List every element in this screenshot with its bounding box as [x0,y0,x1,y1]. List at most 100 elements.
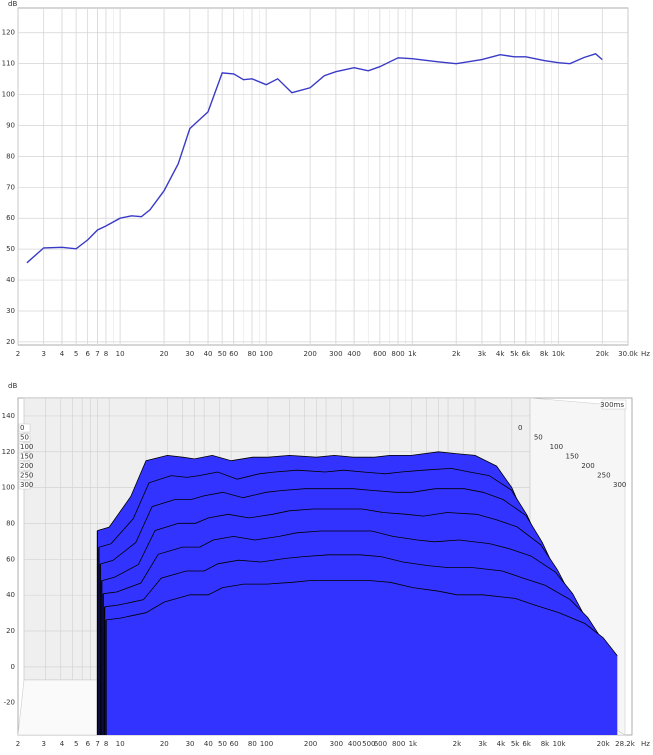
x-tick-label: 3k [478,350,487,358]
x-tick-label: 300 [330,740,343,748]
y-axis-label: dB [8,382,17,390]
slice-fill [106,580,618,735]
y-tick-label: 120 [2,448,15,456]
y-tick-label: 90 [6,121,15,129]
x-tick-label: 600 [373,350,386,358]
z-tick-box [18,452,31,461]
x-tick-label: 3 [41,350,45,358]
x-tick-label: 60 [229,350,238,358]
plot-area [17,7,629,346]
z-tick-label: 150 [566,453,579,461]
y-tick-label: 40 [6,591,15,599]
response-line [26,53,603,264]
x-tick-label: 3 [42,740,46,748]
x-tick-label: 28.2k [615,740,636,748]
x-tick-label: 5k [510,350,519,358]
z-tick-label: 50 [534,434,543,442]
x-tick-label: 200 [304,740,317,748]
slice-line [101,508,571,596]
z-tick-label: 50 [20,434,29,442]
slice-line [106,580,618,657]
slice-line [103,530,587,619]
z-tick-box [18,423,31,433]
x-tick-label: 4k [497,740,506,748]
x-tick-label: 10 [116,350,125,358]
y-tick-label: 80 [6,519,15,527]
y-tick-label: 140 [2,412,15,420]
y-tick-label: 60 [6,214,15,222]
y-tick-label: -20 [4,699,15,707]
x-tick-label: 1k [409,740,418,748]
z-tick-box [18,433,31,442]
y-tick-label: 40 [6,276,15,284]
y-tick-label: 80 [6,152,15,160]
x-tick-label: 3k [478,740,487,748]
x-axis-label: Hz [641,350,650,358]
x-tick-label: 200 [303,350,316,358]
x-tick-label: 50 [218,350,227,358]
z-tick-label: 200 [20,462,33,470]
x-tick-label: 40 [204,740,213,748]
x-tick-label: 7 [95,350,99,358]
x-tick-label: 30 [185,350,194,358]
z-tick-label: 300 [613,481,626,489]
z-tick-label: 200 [581,462,594,470]
x-tick-label: 30.0k [618,350,639,358]
x-axis-label: Hz [641,740,650,748]
z-tick-label: 150 [20,453,33,461]
x-tick-label: 2k [453,740,462,748]
z-tick-label: 0 [518,424,522,432]
x-tick-label: 20 [160,350,169,358]
x-tick-label: 800 [392,740,405,748]
x-tick-label: 5 [74,740,78,748]
slice-line [104,554,603,640]
z-tick-label: 0 [20,424,24,432]
y-tick-label: 110 [2,60,15,68]
x-tick-label: 8k [541,740,550,748]
z-tick-box [18,461,31,471]
x-tick-label: 6k [522,350,531,358]
x-tick-label: 50 [218,740,227,748]
x-tick-label: 8 [104,740,108,748]
slice-line [98,467,540,548]
x-tick-label: 6 [86,740,91,748]
x-tick-label: 10k [552,350,566,358]
x-tick-label: 5k [511,740,520,748]
slice-line [97,451,524,531]
x-tick-label: 2 [16,350,20,358]
y-tick-label: 50 [6,245,15,253]
depth-label-box [601,399,627,410]
x-tick-label: 4k [496,350,505,358]
x-tick-label: 4 [60,740,65,748]
x-tick-label: 30 [186,740,195,748]
y-tick-label: 0 [11,663,15,671]
z-tick-box [18,442,31,452]
x-tick-label: 5 [74,350,78,358]
x-tick-label: 7 [95,740,99,748]
z-tick-label: 300 [20,481,33,489]
x-tick-label: 500 [362,740,375,748]
y-tick-label: 70 [6,183,15,191]
x-tick-label: 100 [259,350,272,358]
y-tick-label: 20 [6,338,15,346]
y-tick-label: 60 [6,555,15,563]
x-tick-label: 100 [260,740,273,748]
x-tick-label: 40 [204,350,213,358]
x-tick-label: 4 [60,350,65,358]
z-tick-label: 250 [20,472,33,480]
x-tick-label: 20 [160,740,169,748]
x-tick-label: 20k [597,740,611,748]
x-tick-label: 80 [248,350,257,358]
y-axis-label: dB [8,0,17,8]
z-tick-box [18,480,31,490]
x-tick-label: 2k [452,350,461,358]
x-tick-label: 20k [596,350,610,358]
y-tick-label: 100 [2,91,15,99]
x-tick-label: 10 [116,740,125,748]
x-tick-label: 8k [540,350,549,358]
z-tick-label: 100 [550,443,563,451]
x-tick-label: 80 [248,740,257,748]
x-tick-label: 8 [104,350,108,358]
